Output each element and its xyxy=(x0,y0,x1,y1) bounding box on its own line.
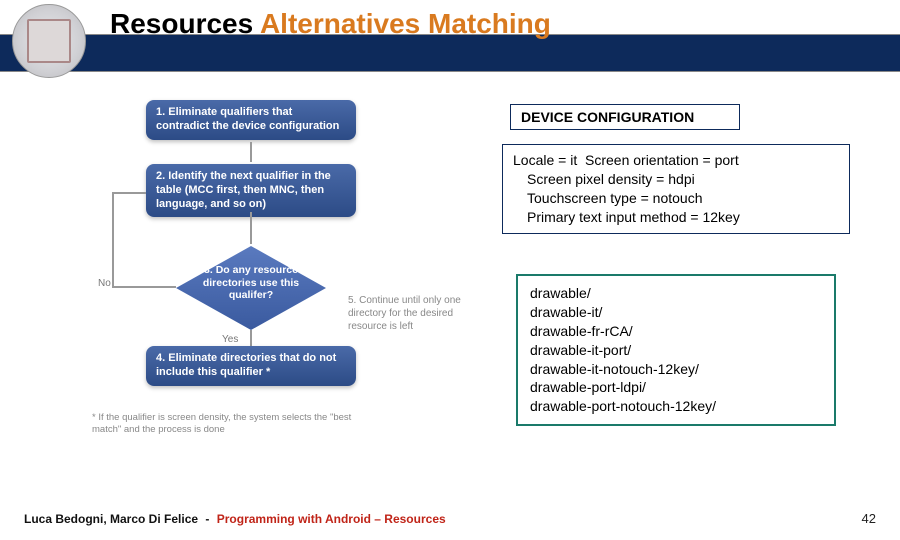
flow-step-3: 3. Do any resource directories use this … xyxy=(190,264,312,302)
dir-item: drawable-port-notouch-12key/ xyxy=(530,397,822,416)
config-input: Primary text input method = 12key xyxy=(513,208,839,227)
dir-item: drawable-it-notouch-12key/ xyxy=(530,360,822,379)
flow-arrow xyxy=(112,192,114,288)
flow-arrow xyxy=(250,142,252,162)
flow-step-5: 5. Continue until only one directory for… xyxy=(348,294,478,333)
flowchart: 1. Eliminate qualifiers that contradict … xyxy=(92,96,382,496)
flow-footnote: * If the qualifier is screen density, th… xyxy=(92,412,362,437)
flow-decision: 3. Do any resource directories use this … xyxy=(176,246,326,330)
slide-title: Resources Alternatives Matching xyxy=(110,8,551,40)
config-density: Screen pixel density = hdpi xyxy=(513,170,839,189)
footer-authors: Luca Bedogni, Marco Di Felice xyxy=(24,512,198,526)
footer-course: Programming with Android – Resources xyxy=(217,512,446,526)
flow-arrow xyxy=(112,286,176,288)
flow-step-1: 1. Eliminate qualifiers that contradict … xyxy=(146,100,356,140)
config-touch: Touchscreen type = notouch xyxy=(513,189,839,208)
dir-item: drawable/ xyxy=(530,284,822,303)
dir-item: drawable-it/ xyxy=(530,303,822,322)
dir-item: drawable-fr-rCA/ xyxy=(530,322,822,341)
slide-footer: Luca Bedogni, Marco Di Felice - Programm… xyxy=(24,512,446,526)
dir-item: drawable-it-port/ xyxy=(530,341,822,360)
flow-arrow xyxy=(250,330,252,346)
flow-label-no: No xyxy=(98,278,111,289)
title-part-1: Resources xyxy=(110,8,260,39)
footer-dash: - xyxy=(201,512,213,526)
config-orientation: Screen orientation = port xyxy=(585,152,739,168)
page-number: 42 xyxy=(862,511,876,526)
title-part-2: Alternatives Matching xyxy=(260,8,551,39)
dir-item: drawable-port-ldpi/ xyxy=(530,378,822,397)
flow-step-2: 2. Identify the next qualifier in the ta… xyxy=(146,164,356,217)
flow-step-4: 4. Eliminate directories that do not inc… xyxy=(146,346,356,386)
device-config-heading: DEVICE CONFIGURATION xyxy=(510,104,740,130)
flow-arrow xyxy=(112,192,146,194)
flow-label-yes: Yes xyxy=(222,334,238,345)
university-seal-icon xyxy=(12,4,86,78)
directories-box: drawable/ drawable-it/ drawable-fr-rCA/ … xyxy=(516,274,836,426)
flow-arrow xyxy=(250,212,252,244)
device-config-box: Locale = it Screen orientation = port Sc… xyxy=(502,144,850,234)
config-locale: Locale = it xyxy=(513,152,577,168)
